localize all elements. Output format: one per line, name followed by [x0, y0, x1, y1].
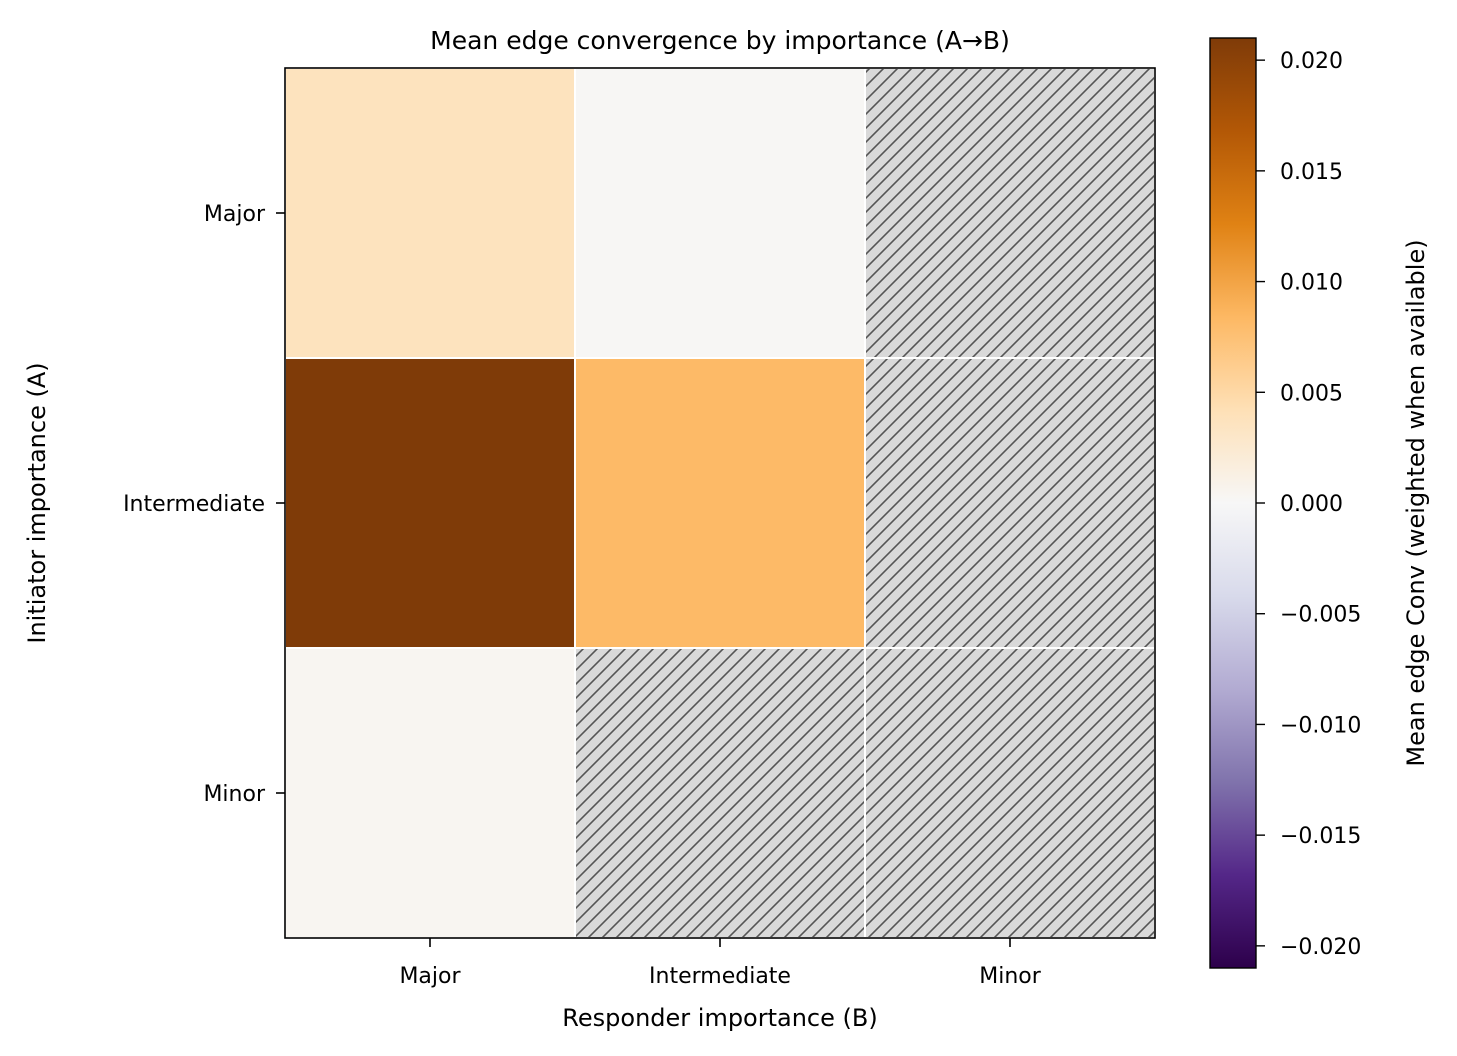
x-axis-ticks: Major Intermediate Minor: [399, 938, 1042, 989]
colorbar-tick-label: −0.020: [1280, 935, 1361, 960]
colorbar-ticks: 0.020 0.015 0.010 0.005 0.000 −0.005 −0.010 −0.…: [1256, 49, 1361, 960]
chart-title: Mean edge convergence by importance (A→B…: [430, 26, 1010, 55]
x-tick-label: Minor: [979, 964, 1041, 989]
y-axis-ticks: Major Intermediate Minor: [123, 202, 285, 807]
heatmap-cell-missing: [864, 647, 1156, 939]
heatmap-cell: [284, 67, 576, 359]
colorbar-tick-label: 0.000: [1280, 492, 1343, 517]
colorbar-label: Mean edge Conv (weighted when available): [1402, 239, 1430, 766]
heatmap-cell: [284, 357, 576, 649]
heatmap-cell: [284, 647, 576, 939]
x-tick-label: Intermediate: [649, 964, 791, 989]
x-axis-label: Responder importance (B): [562, 1004, 877, 1032]
colorbar-tick-label: 0.005: [1280, 381, 1343, 406]
colorbar-tick-label: −0.015: [1280, 824, 1361, 849]
colorbar-tick-label: 0.020: [1280, 49, 1343, 74]
y-axis-label: Initiator importance (A): [23, 362, 51, 643]
y-tick-label: Intermediate: [123, 492, 265, 517]
heatmap-cells: [284, 67, 1156, 939]
heatmap-cell-missing: [574, 647, 866, 939]
colorbar-tick-label: −0.005: [1280, 603, 1361, 628]
heatmap-cell-missing: [864, 357, 1156, 649]
colorbar: [1209, 37, 1257, 969]
y-tick-label: Major: [204, 202, 266, 227]
heatmap-cell: [574, 67, 866, 359]
heatmap-cell-missing: [864, 67, 1156, 359]
colorbar-tick-label: 0.010: [1280, 271, 1343, 296]
colorbar-tick-label: −0.010: [1280, 713, 1361, 738]
x-tick-label: Major: [399, 964, 461, 989]
colorbar-tick-label: 0.015: [1280, 160, 1343, 185]
heatmap-cell: [574, 357, 866, 649]
y-tick-label: Minor: [203, 782, 265, 807]
